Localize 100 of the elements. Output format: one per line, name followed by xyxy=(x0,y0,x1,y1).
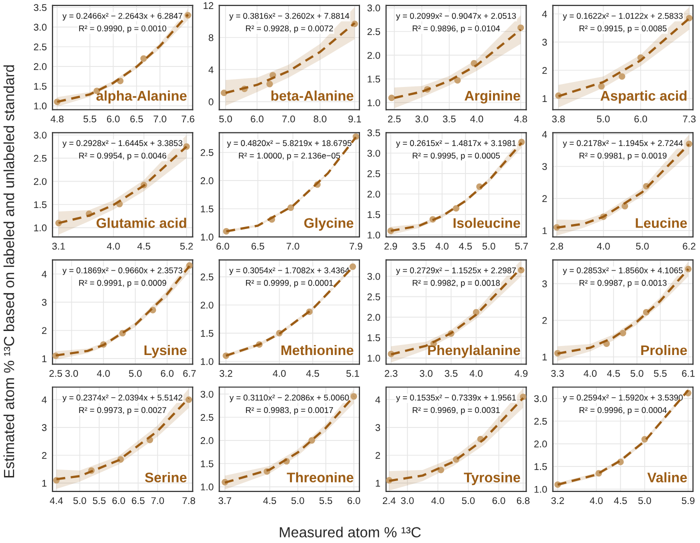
text: Glycine xyxy=(304,218,354,231)
x-tick-label: 4.0 xyxy=(470,370,483,377)
y-tick-label: 4 xyxy=(42,270,47,278)
x-tick-label: 2.5 xyxy=(49,370,62,377)
x-tick-label: 7.0 xyxy=(154,116,166,122)
y-tick-label: 1 xyxy=(376,480,380,487)
y-tick-label: 4 xyxy=(542,10,548,18)
x-tick-label: 5.5 xyxy=(654,370,667,377)
x-tick-label: 5.0 xyxy=(291,497,304,504)
text: alpha-Alanine xyxy=(96,90,187,104)
x-tick-label: 3.2 xyxy=(551,497,564,504)
y-tick-label: 2.0 xyxy=(367,190,380,198)
y-tick-label: 2 xyxy=(542,317,547,324)
annotation: R² = 0.9973, p = 0.0027 xyxy=(79,407,166,415)
annotation: y = 0.3816x² − 3.2602x + 7.8814 xyxy=(229,12,350,20)
annotation: y = 0.1869x² − 0.9660x + 2.3573 xyxy=(62,267,182,275)
x-tick-label: 5.0 xyxy=(73,497,86,504)
x-tick-label: 5.2 xyxy=(180,242,193,250)
x-tick-label: 5.5 xyxy=(84,116,96,122)
x-tick-label: 6.0 xyxy=(160,370,174,377)
y-tick-label: 1 xyxy=(542,354,547,360)
x-tick-label: 6.0 xyxy=(492,497,506,504)
annotation: R² = 0.9991, p = 0.0009 xyxy=(79,280,166,288)
x-tick-label: 4.5 xyxy=(137,242,150,250)
x-tick-label: 5.0 xyxy=(462,497,475,504)
annotation: y = 0.1622x² − 1.0122x + 2.5833 xyxy=(562,12,683,20)
y-tick-label: 2.5 xyxy=(367,28,380,36)
x-tick-label: 6.5 xyxy=(252,242,264,250)
x-tick-label: 3.0 xyxy=(65,370,78,377)
x-tick-label: 4.0 xyxy=(106,242,120,250)
annotation: y = 0.2099x² − 0.9047x + 2.0513 xyxy=(396,12,516,20)
y-tick-label: 3.5 xyxy=(367,129,380,136)
y-tick-label: 1.0 xyxy=(200,234,214,241)
y-tick-label: 8 xyxy=(208,34,214,42)
x-tick-label: 5.0 xyxy=(596,116,610,122)
annotation: R² = 0.9981, p = 0.0019 xyxy=(580,152,667,160)
x-tick-label: 5.0 xyxy=(482,242,496,250)
y-tick-label: 1.5 xyxy=(34,82,47,90)
text: Lysine xyxy=(144,344,187,358)
text: Valine xyxy=(647,472,687,482)
y-tick-label: 1.0 xyxy=(200,484,214,490)
x-tick-label: 4.4 xyxy=(50,497,63,504)
y-tick-label: 4 xyxy=(542,131,548,138)
y-tick-label: 1.5 xyxy=(368,211,380,218)
annotation: y = 0.2374x² − 2.0394x + 5.5142 xyxy=(62,394,182,402)
y-tick-label: 3 xyxy=(542,280,547,288)
y-tick-label: 1.5 xyxy=(200,460,214,468)
x-tick-label: 4.5 xyxy=(263,497,276,504)
y-tick-label: 1.5 xyxy=(200,330,214,337)
x-tick-label: 3.8 xyxy=(552,116,565,122)
x-tick-label: 9.1 xyxy=(348,116,361,122)
x-tick-label: 6.5 xyxy=(130,116,143,122)
y-tick-label: 3.0 xyxy=(34,24,47,31)
annotation: R² = 0.9896, p = 0.0104 xyxy=(412,25,500,34)
x-tick-label: 5.0 xyxy=(219,116,232,122)
annotation: y = 0.4820x² − 5.8219x + 18.6795 xyxy=(226,140,352,148)
annotation: R² = 0.9987, p = 0.0013 xyxy=(580,280,667,288)
annotation: R² = 0.9999, p = 0.0001 xyxy=(246,280,333,288)
annotation: R² = 0.9995, p = 0.0005 xyxy=(412,152,500,160)
y-tick-label: 3 xyxy=(42,424,47,432)
x-tick-label: 3.0 xyxy=(420,370,432,377)
x-tick-label: 7.0 xyxy=(286,242,300,250)
annotation: R² = 0.9996, p = 0.0004 xyxy=(580,407,667,415)
text: Proline xyxy=(641,344,687,356)
x-tick-label: 3.0 xyxy=(415,116,428,122)
y-tick-label: 12 xyxy=(204,2,214,9)
y-tick-label: 2.5 xyxy=(34,154,47,162)
annotation: R² = 0.9990, p = 0.0010 xyxy=(79,25,166,34)
y-tick-label: 1.0 xyxy=(34,102,47,110)
y-tick-label: 2 xyxy=(376,452,380,459)
y-tick-label: 4 xyxy=(375,396,380,404)
x-tick-label: 6.0 xyxy=(106,116,120,122)
annotation: y = 0.3110x² − 2.2086x + 5.0060 xyxy=(230,394,349,402)
x-tick-label: 4.0 xyxy=(590,497,603,504)
y-tick-label: 2.0 xyxy=(34,63,47,70)
text: Aspartic acid xyxy=(600,90,686,104)
y-tick-label: 1 xyxy=(42,355,46,362)
annotation: y = 0.2853x² − 1.8560x + 4.1065 xyxy=(562,267,683,275)
x-tick-label: 4.0 xyxy=(596,242,610,250)
y-tick-label: 2.0 xyxy=(200,437,214,444)
y-tick-label: 3 xyxy=(375,424,380,432)
y-tick-label: 3.0 xyxy=(200,390,214,398)
annotation: y = 0.2928x² − 1.6445x + 3.3853 xyxy=(62,140,182,148)
annotation: y = 0.1535x² − 0.7339x + 1.9561 xyxy=(396,394,516,402)
y-tick-label: 1.0 xyxy=(368,99,380,106)
y-tick-label: 1.5 xyxy=(534,463,547,470)
x-tick-label: 5.1 xyxy=(346,370,360,377)
annotation: y = 0.2615x² − 1.4817x + 3.1981 xyxy=(396,140,516,148)
y-tick-label: 2 xyxy=(42,327,46,334)
x-tick-label: 7.3 xyxy=(683,116,696,122)
annotation: R² = 0.9954, p = 0.0046 xyxy=(79,152,166,160)
y-tick-label: 2.5 xyxy=(34,43,47,50)
y-tick-label: 1.0 xyxy=(368,354,380,362)
x-tick-label: 6.7 xyxy=(183,370,196,377)
y-axis-title: Estimated atom % ¹³C based on labeled and unlabeled standard xyxy=(4,65,14,478)
y-tick-label: 3.0 xyxy=(367,4,380,12)
y-tick-label: 2 xyxy=(542,195,547,202)
y-tick-label: 2.0 xyxy=(200,177,214,184)
annotation: y = 0.2466x² − 2.2643x + 6.2847 xyxy=(62,12,182,20)
x-axis-title: Measured atom % ¹³C xyxy=(280,526,421,538)
